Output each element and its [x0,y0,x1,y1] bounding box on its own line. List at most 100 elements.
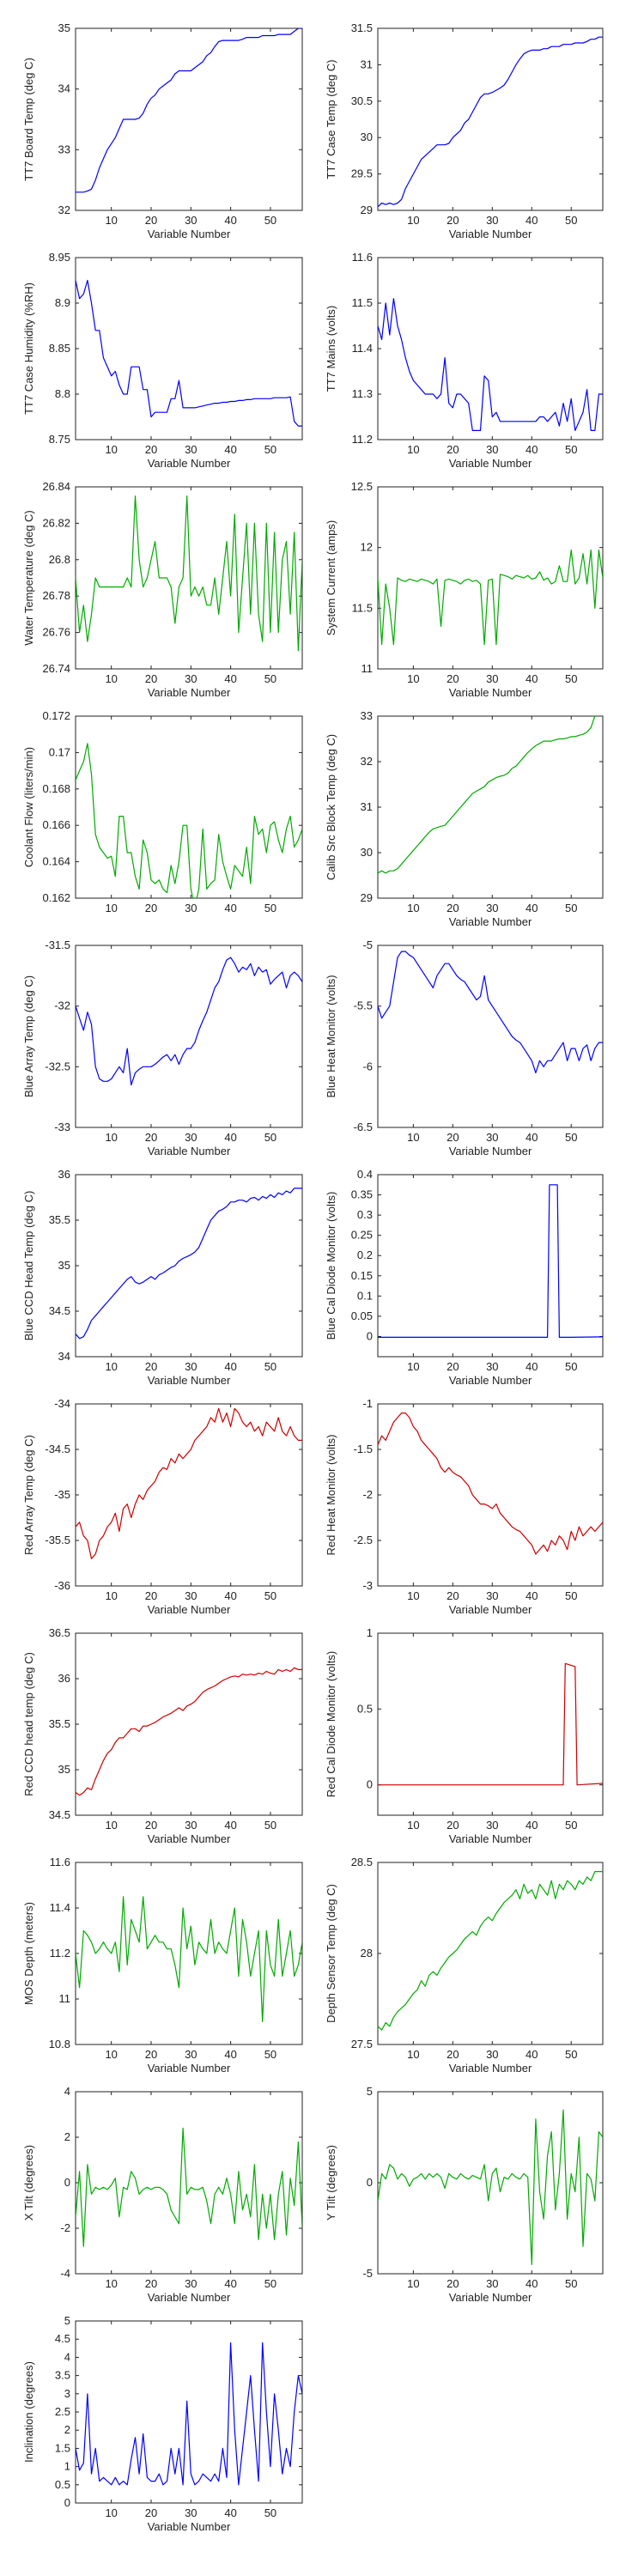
y-axis-label: Y Tilt (degrees) [325,2145,337,2221]
y-tick-label: 33 [58,143,70,155]
x-tick-label: 40 [526,902,538,914]
chart-panel: 10 20 30 40 50 10.8 11 11.2 11.4 11.6 Variable Num… [22,1856,303,2075]
series-line [378,2109,603,2265]
plot-area [75,1862,303,2045]
x-tick-label: 20 [447,2277,459,2290]
y-tick-label: 11.6 [352,251,373,264]
chart-panel: 10 20 30 40 50 0.162 0.164 0.166 0.168 0.17 0.172 C… [22,709,303,914]
y-tick-label: 0.162 [42,891,70,904]
x-axis-label: Variable Number [148,1603,231,1616]
x-tick-label: 30 [185,443,197,456]
y-tick-label: 0.15 [351,1269,373,1282]
y-tick-label: 35.5 [49,1717,70,1730]
y-tick-label: 36 [58,1168,70,1181]
y-tick-label: -4 [60,2267,70,2280]
x-tick-label: 20 [145,1131,157,1144]
x-tick-label: 30 [185,1360,197,1373]
x-tick-label: 50 [264,443,276,456]
plot-area [377,2091,604,2275]
y-tick-label: 0.05 [351,1309,373,1322]
x-axis-label: Variable Number [449,686,532,699]
plot-area [75,945,303,1128]
y-tick-label: -31.5 [45,939,70,951]
x-tick-label: 40 [526,2277,538,2290]
x-tick-label: 50 [565,1131,577,1144]
y-tick-label: 35 [58,1259,70,1272]
y-axis-label: Inclination (degrees) [22,2361,35,2463]
chart-panel: 10 20 30 40 50 29 29.5 30 30.5 31 31.5 Variable Num… [325,21,604,240]
y-tick-label: 35 [58,1763,70,1776]
y-tick-label: 4 [64,2350,70,2363]
y-tick-label: 12 [361,541,373,554]
x-tick-label: 20 [447,214,459,227]
x-tick-label: 40 [224,2506,236,2519]
x-axis-label: Variable Number [148,1374,231,1387]
x-tick-label: 30 [185,902,197,914]
x-tick-label: 20 [145,672,157,685]
x-tick-label: 10 [407,1131,419,1144]
x-axis-label: Variable Number [148,1832,231,1845]
y-tick-label: -32.5 [45,1060,70,1072]
x-tick-label: 40 [526,2048,538,2061]
x-tick-label: 30 [185,214,197,227]
x-tick-label: 30 [486,1819,498,1832]
chart-panel: 10 20 30 40 50 26.74 26.76 26.78 26.8 26.82 26.84 V… [22,480,303,699]
y-axis-label: Water Temperature (deg C) [22,510,35,646]
x-axis-label: Variable Number [449,915,532,928]
y-tick-label: -32 [54,999,70,1012]
x-tick-label: 40 [526,1819,538,1832]
x-tick-label: 30 [185,1589,197,1602]
x-tick-label: 50 [264,1360,276,1373]
x-tick-label: 20 [447,672,459,685]
y-tick-label: 5 [64,2314,70,2327]
x-tick-label: 20 [447,443,459,456]
y-tick-label: 0 [367,1778,373,1791]
y-tick-label: 32 [361,755,373,768]
chart-panel: 10 20 30 40 50 11.2 11.3 11.4 11.5 11.6 Variable N… [325,251,604,470]
y-tick-label: 0.25 [351,1229,373,1242]
y-axis-label: Coolant Flow (liters/min) [22,747,35,867]
x-axis-label: Variable Number [148,2520,231,2533]
x-tick-label: 40 [224,2277,236,2290]
y-tick-label: 27.5 [351,2038,373,2050]
y-tick-label: 31 [361,58,373,70]
y-tick-label: -2.5 [354,1534,373,1546]
x-tick-label: 50 [565,214,577,227]
y-tick-label: 34.5 [49,1808,70,1821]
x-tick-label: 20 [447,1819,459,1832]
y-tick-label: -2 [60,2221,70,2234]
y-tick-label: 11 [59,1992,71,2005]
x-tick-label: 40 [526,1589,538,1602]
x-axis-label: Variable Number [449,1145,532,1157]
x-axis-label: Variable Number [449,1603,532,1616]
y-tick-label: 12.5 [351,480,373,493]
x-tick-label: 30 [486,2048,498,2061]
y-tick-label: 1 [64,2460,70,2473]
x-tick-label: 30 [486,214,498,227]
y-tick-label: 11 [361,662,374,675]
series-line [378,1662,603,1786]
plot-area [377,1403,604,1587]
x-tick-label: 30 [486,1131,498,1144]
y-tick-label: 29 [361,204,373,216]
x-tick-label: 50 [264,2277,276,2290]
y-tick-label: 35.5 [49,1213,70,1226]
series-line [76,2342,302,2486]
x-tick-label: 50 [264,902,276,914]
y-axis-label: TT7 Board Temp (deg C) [22,58,35,181]
x-tick-label: 20 [145,2277,157,2290]
y-tick-label: -5.5 [354,999,373,1012]
chart-panel: 10 20 30 40 50 34.5 35 35.5 36 36.5 Variable Numbe… [22,1626,303,1845]
series-line [378,951,603,1074]
plot-area [377,715,604,899]
y-tick-label: 31.5 [351,21,373,34]
x-tick-label: 20 [447,1360,459,1373]
series-line [378,549,603,646]
y-axis-label: Red Heat Monitor (volts) [325,1435,337,1556]
x-tick-label: 20 [145,214,157,227]
chart-panel: 10 20 30 40 50 -6.5 -6 -5.5 -5 Variable Number Blu… [325,939,604,1157]
y-tick-label: 0 [64,2176,70,2189]
plot-area [75,715,303,899]
series-line [378,716,597,874]
x-tick-label: 10 [407,1819,419,1832]
